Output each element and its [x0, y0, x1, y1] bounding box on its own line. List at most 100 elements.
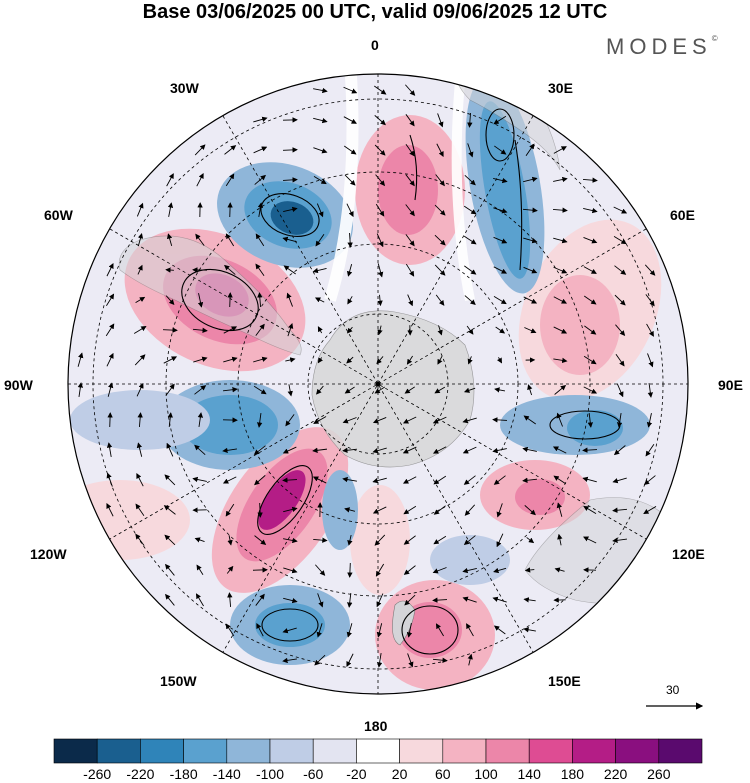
- wind-arrow: [582, 476, 597, 483]
- wind-arrow: [253, 146, 268, 154]
- wind-scale-label: 30: [666, 683, 680, 697]
- wind-arrow: [165, 267, 174, 273]
- wind-arrow: [523, 597, 536, 603]
- wind-arrow: [316, 623, 323, 638]
- wind-arrow: [227, 592, 233, 608]
- wind-arrow: [255, 593, 265, 606]
- wind-arrow: [523, 176, 538, 183]
- wind-arrow: [613, 235, 627, 245]
- wind-arrow: [224, 145, 237, 155]
- wind-arrow: [406, 623, 413, 638]
- wind-arrow: [255, 263, 265, 276]
- wind-arrow: [377, 294, 383, 307]
- wind-arrow: [193, 356, 208, 363]
- wind-arrow: [287, 322, 294, 337]
- wind-arrow: [372, 447, 387, 454]
- wind-arrow: [522, 207, 538, 213]
- wind-arrow: [374, 115, 386, 126]
- wind-arrow: [315, 564, 326, 576]
- wind-arrow: [553, 146, 567, 154]
- wind-arrow: [106, 352, 114, 367]
- lon-label-0: 0: [371, 37, 379, 53]
- wind-arrow: [433, 505, 446, 515]
- wind-arrow: [282, 236, 297, 243]
- wind-arrow: [494, 145, 507, 155]
- wind-arrow: [493, 296, 507, 305]
- wind-arrow: [437, 325, 443, 336]
- wind-arrow: [222, 387, 238, 393]
- wind-arrow: [525, 143, 535, 157]
- wind-arrow: [615, 324, 626, 336]
- wind-arrow: [105, 323, 115, 337]
- wind-arrow: [254, 475, 266, 486]
- wind-arrow: [225, 173, 235, 187]
- wind-arrow: [376, 233, 384, 248]
- wind-arrow: [554, 384, 567, 395]
- wind-arrow: [343, 86, 358, 94]
- wind-arrow: [404, 386, 415, 394]
- wind-arrow: [464, 174, 476, 186]
- wind-arrow: [526, 537, 535, 544]
- wind-arrow: [254, 174, 266, 185]
- wind-arrow: [434, 204, 446, 216]
- wind-arrow: [317, 326, 323, 334]
- wind-arrow: [645, 443, 655, 457]
- colorbar-swatch: [528, 738, 573, 764]
- wind-arrow: [194, 385, 207, 395]
- wind-arrow: [493, 177, 508, 184]
- wind-arrow: [406, 355, 414, 365]
- wind-arrow: [405, 174, 415, 187]
- wind-arrow: [257, 202, 264, 217]
- wind-arrow: [313, 537, 328, 543]
- colorbar-swatch: [442, 738, 487, 764]
- wind-arrow: [316, 385, 324, 395]
- wind-arrow: [614, 294, 626, 306]
- wind-arrow: [467, 356, 473, 365]
- wind-arrow: [402, 446, 417, 454]
- wind-arrow: [405, 144, 415, 157]
- wind-arrow: [493, 625, 506, 635]
- wind-arrow: [584, 325, 597, 335]
- wind-arrow: [314, 654, 326, 666]
- wind-arrow: [435, 294, 445, 306]
- wind-arrow: [462, 596, 477, 603]
- wind-arrow: [583, 386, 598, 394]
- colorbar-swatch: [269, 738, 314, 764]
- colorbar-swatch: [485, 738, 530, 764]
- wind-arrow: [404, 594, 416, 606]
- wind-arrow: [135, 503, 145, 517]
- colorbar-swatch: [399, 738, 444, 764]
- wind-arrow: [556, 502, 563, 517]
- wind-arrow: [612, 507, 628, 513]
- wind-arrow: [492, 447, 507, 454]
- wind-arrow: [106, 502, 114, 517]
- wind-arrow: [436, 143, 444, 158]
- wind-arrow: [347, 562, 353, 578]
- wind-arrow: [314, 297, 325, 303]
- wind-arrow: [283, 506, 298, 513]
- wind-arrow: [197, 412, 204, 427]
- wind-arrow: [136, 472, 144, 487]
- wind-arrow: [463, 535, 476, 545]
- wind-arrow: [283, 537, 298, 544]
- wind-arrow: [405, 84, 416, 96]
- wind-arrow: [165, 383, 175, 396]
- wind-arrow: [195, 233, 205, 246]
- wind-arrow: [553, 357, 568, 364]
- wind-arrow: [582, 177, 598, 183]
- wind-arrow: [405, 263, 415, 277]
- wind-arrow: [523, 266, 538, 274]
- lon-label-90w: 90W: [4, 377, 33, 393]
- wind-arrow: [313, 175, 327, 185]
- wind-arrow: [313, 416, 327, 424]
- colorbar-swatch: [572, 738, 616, 764]
- wind-arrow: [282, 657, 297, 664]
- wind-arrow: [347, 296, 353, 305]
- wind-arrow: [222, 447, 237, 454]
- wind-arrow: [437, 355, 443, 365]
- wind-arrow: [194, 144, 206, 156]
- wind-arrow: [282, 177, 298, 183]
- wind-arrow: [435, 623, 444, 637]
- wind-arrow: [435, 174, 445, 187]
